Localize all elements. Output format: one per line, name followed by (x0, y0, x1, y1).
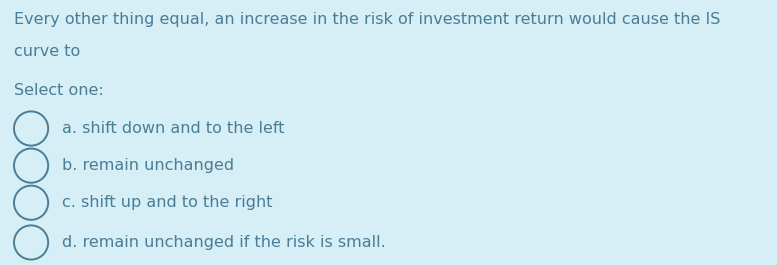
Text: Select one:: Select one: (14, 83, 104, 99)
Text: c. shift up and to the right: c. shift up and to the right (62, 195, 273, 210)
Text: b. remain unchanged: b. remain unchanged (62, 158, 235, 173)
Text: a. shift down and to the left: a. shift down and to the left (62, 121, 284, 136)
Text: d. remain unchanged if the risk is small.: d. remain unchanged if the risk is small… (62, 235, 386, 250)
Text: curve to: curve to (14, 44, 80, 59)
Text: Every other thing equal, an increase in the risk of investment return would caus: Every other thing equal, an increase in … (14, 12, 720, 27)
